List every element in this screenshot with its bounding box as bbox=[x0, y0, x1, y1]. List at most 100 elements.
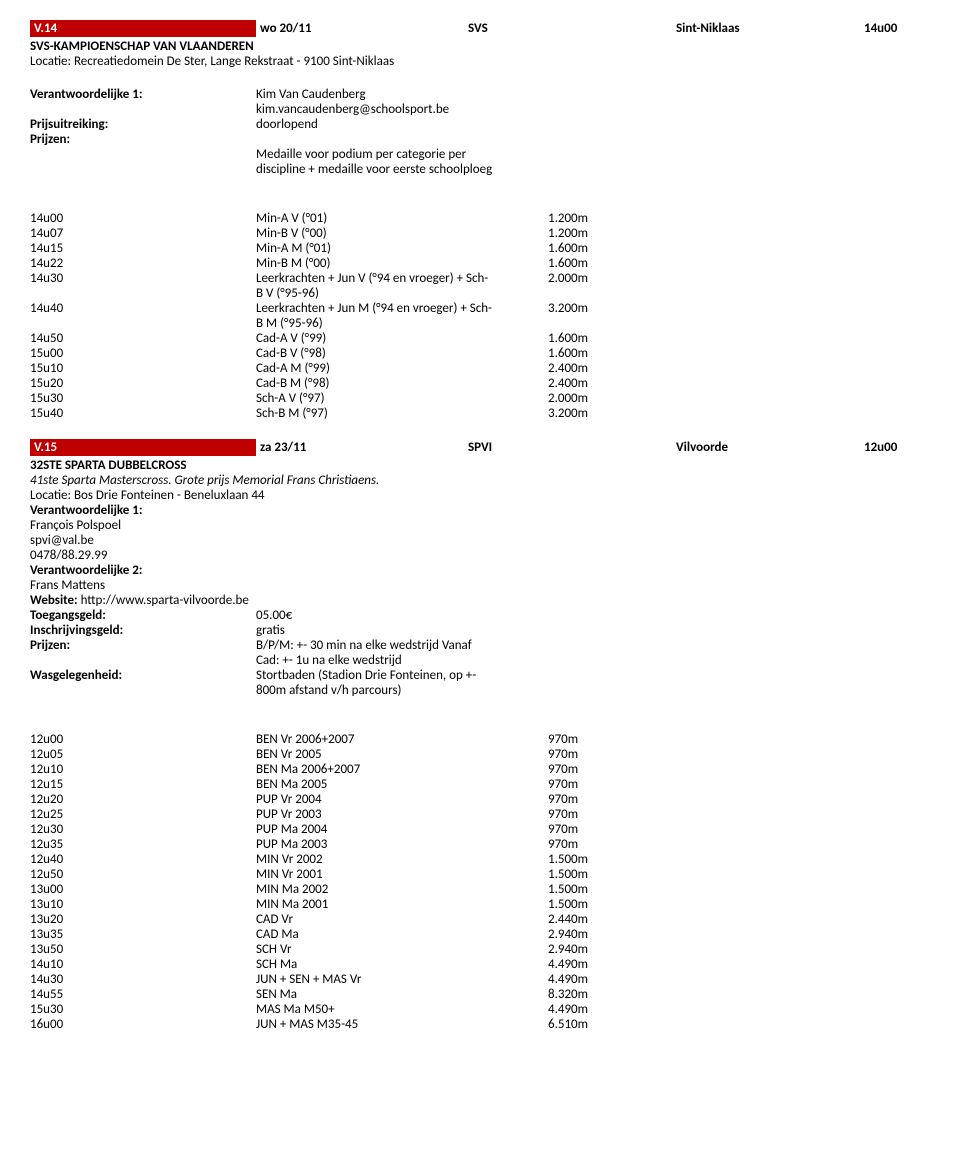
schedule-row: 13u10MIN Ma 20011.500m bbox=[30, 897, 930, 912]
schedule-row: 14u15Min-A M (°01)1.600m bbox=[30, 241, 930, 256]
event1-location: Sint-Niklaas bbox=[672, 20, 860, 37]
schedule-distance: 4.490m bbox=[548, 972, 588, 987]
schedule-distance: 970m bbox=[548, 822, 578, 837]
schedule-category: SEN Ma bbox=[256, 987, 548, 1002]
event2-wasg-line1: Stortbaden (Stadion Drie Fonteinen, op +… bbox=[256, 668, 930, 683]
schedule-row: 13u35CAD Ma2.940m bbox=[30, 927, 930, 942]
schedule-category: Leerkrachten + Jun V (°94 en vroeger) + … bbox=[256, 271, 548, 286]
event2-wasg-label: Wasgelegenheid: bbox=[30, 668, 256, 683]
event2-resp2-label: Verantwoordelijke 2: bbox=[30, 563, 930, 578]
schedule-row: 12u35PUP Ma 2003970m bbox=[30, 837, 930, 852]
schedule-time: 14u40 bbox=[30, 301, 256, 316]
schedule-category: Min-B V (°00) bbox=[256, 226, 548, 241]
schedule-row: 12u20PUP Vr 2004970m bbox=[30, 792, 930, 807]
event2-wasg-line2: 800m afstand v/h parcours) bbox=[256, 683, 930, 698]
schedule-category: PUP Ma 2004 bbox=[256, 822, 548, 837]
schedule-distance: 970m bbox=[548, 837, 578, 852]
event2-prijzen-line2: Cad: +- 1u na elke wedstrijd bbox=[256, 653, 930, 668]
event1-resp1-email: kim.vancaudenberg@schoolsport.be bbox=[256, 102, 930, 117]
schedule-row: 14u10SCH Ma4.490m bbox=[30, 957, 930, 972]
schedule-row: 14u40Leerkrachten + Jun M (°94 en vroege… bbox=[30, 301, 930, 316]
schedule-category: PUP Ma 2003 bbox=[256, 837, 548, 852]
schedule-time: 13u00 bbox=[30, 882, 256, 897]
schedule-category: Cad-A M (°99) bbox=[256, 361, 548, 376]
schedule-category: SCH Ma bbox=[256, 957, 548, 972]
event2-prijzen-line1: B/P/M: +- 30 min na elke wedstrijd Vanaf bbox=[256, 638, 930, 653]
schedule-time: 14u22 bbox=[30, 256, 256, 271]
schedule-row: 16u00JUN + MAS M35-456.510m bbox=[30, 1017, 930, 1032]
schedule-time: 14u55 bbox=[30, 987, 256, 1002]
event1-club: SVS bbox=[464, 20, 672, 37]
schedule-time bbox=[30, 286, 256, 301]
schedule-category: B M (°95-96) bbox=[256, 316, 548, 331]
schedule-category: JUN + SEN + MAS Vr bbox=[256, 972, 548, 987]
event2-schedule: 12u00BEN Vr 2006+2007970m12u05BEN Vr 200… bbox=[30, 732, 930, 1032]
event1-schedule: 14u00Min-A V (°01)1.200m14u07Min-B V (°0… bbox=[30, 211, 930, 421]
schedule-row: 15u10Cad-A M (°99)2.400m bbox=[30, 361, 930, 376]
schedule-category: MIN Vr 2001 bbox=[256, 867, 548, 882]
event2-website-url: http://www.sparta-vilvoorde.be bbox=[81, 593, 249, 608]
schedule-distance: 1.200m bbox=[548, 211, 588, 226]
schedule-row: 15u40Sch-B M (°97)3.200m bbox=[30, 406, 930, 421]
schedule-category: Min-A V (°01) bbox=[256, 211, 548, 226]
schedule-time: 12u30 bbox=[30, 822, 256, 837]
schedule-row: 15u30Sch-A V (°97)2.000m bbox=[30, 391, 930, 406]
schedule-distance: 1.200m bbox=[548, 226, 588, 241]
event2-header-row: V.15 za 23/11 SPVI Vilvoorde 12u00 bbox=[30, 439, 930, 456]
schedule-row: 15u20Cad-B M (°98)2.400m bbox=[30, 376, 930, 391]
schedule-time: 13u50 bbox=[30, 942, 256, 957]
schedule-time: 12u35 bbox=[30, 837, 256, 852]
schedule-distance: 1.600m bbox=[548, 331, 588, 346]
event2-locatie: Locatie: Bos Drie Fonteinen - Beneluxlaa… bbox=[30, 488, 930, 503]
event2-location: Vilvoorde bbox=[672, 439, 860, 456]
schedule-time: 14u15 bbox=[30, 241, 256, 256]
schedule-time: 13u20 bbox=[30, 912, 256, 927]
schedule-row: 12u15BEN Ma 2005970m bbox=[30, 777, 930, 792]
schedule-category: Leerkrachten + Jun M (°94 en vroeger) + … bbox=[256, 301, 548, 316]
schedule-category: PUP Vr 2003 bbox=[256, 807, 548, 822]
schedule-row: B V (°95-96) bbox=[30, 286, 930, 301]
schedule-category: PUP Vr 2004 bbox=[256, 792, 548, 807]
schedule-distance: 970m bbox=[548, 747, 578, 762]
schedule-time: 12u40 bbox=[30, 852, 256, 867]
schedule-category: CAD Vr bbox=[256, 912, 548, 927]
schedule-time: 14u10 bbox=[30, 957, 256, 972]
schedule-category: BEN Vr 2006+2007 bbox=[256, 732, 548, 747]
schedule-distance: 970m bbox=[548, 807, 578, 822]
event1-resp1-name: Kim Van Caudenberg bbox=[256, 87, 930, 102]
event2-club: SPVI bbox=[464, 439, 672, 456]
schedule-distance: 4.490m bbox=[548, 957, 588, 972]
schedule-row: 14u50Cad-A V (°99)1.600m bbox=[30, 331, 930, 346]
schedule-time: 12u00 bbox=[30, 732, 256, 747]
schedule-category: CAD Ma bbox=[256, 927, 548, 942]
schedule-distance: 2.940m bbox=[548, 927, 588, 942]
schedule-category: BEN Ma 2006+2007 bbox=[256, 762, 548, 777]
schedule-row: 12u05BEN Vr 2005970m bbox=[30, 747, 930, 762]
schedule-row: 13u50SCH Vr2.940m bbox=[30, 942, 930, 957]
schedule-distance: 1.600m bbox=[548, 346, 588, 361]
event2-subtitle: 41ste Sparta Masterscross. Grote prijs M… bbox=[30, 473, 930, 488]
schedule-row: 14u55SEN Ma8.320m bbox=[30, 987, 930, 1002]
schedule-time: 14u30 bbox=[30, 972, 256, 987]
schedule-time bbox=[30, 316, 256, 331]
event1-prijsuit-label: Prijsuitreiking: bbox=[30, 117, 256, 132]
schedule-time: 14u30 bbox=[30, 271, 256, 286]
schedule-category: MIN Ma 2002 bbox=[256, 882, 548, 897]
schedule-category: MIN Ma 2001 bbox=[256, 897, 548, 912]
schedule-distance: 1.500m bbox=[548, 867, 588, 882]
schedule-distance: 2.000m bbox=[548, 271, 588, 286]
schedule-category: Cad-B V (°98) bbox=[256, 346, 548, 361]
schedule-distance: 2.400m bbox=[548, 361, 588, 376]
schedule-distance: 8.320m bbox=[548, 987, 588, 1002]
schedule-time: 15u30 bbox=[30, 1002, 256, 1017]
schedule-category: Cad-B M (°98) bbox=[256, 376, 548, 391]
event2-resp2-name: Frans Mattens bbox=[30, 578, 930, 593]
schedule-category: Min-A M (°01) bbox=[256, 241, 548, 256]
event1-locatie: Locatie: Recreatiedomein De Ster, Lange … bbox=[30, 54, 930, 69]
event2-toegang-label: Toegangsgeld: bbox=[30, 608, 256, 623]
schedule-row: 12u30PUP Ma 2004970m bbox=[30, 822, 930, 837]
event2-inschrijving-label: Inschrijvingsgeld: bbox=[30, 623, 256, 638]
schedule-row: 14u30JUN + SEN + MAS Vr4.490m bbox=[30, 972, 930, 987]
schedule-time: 12u25 bbox=[30, 807, 256, 822]
schedule-row: B M (°95-96) bbox=[30, 316, 930, 331]
